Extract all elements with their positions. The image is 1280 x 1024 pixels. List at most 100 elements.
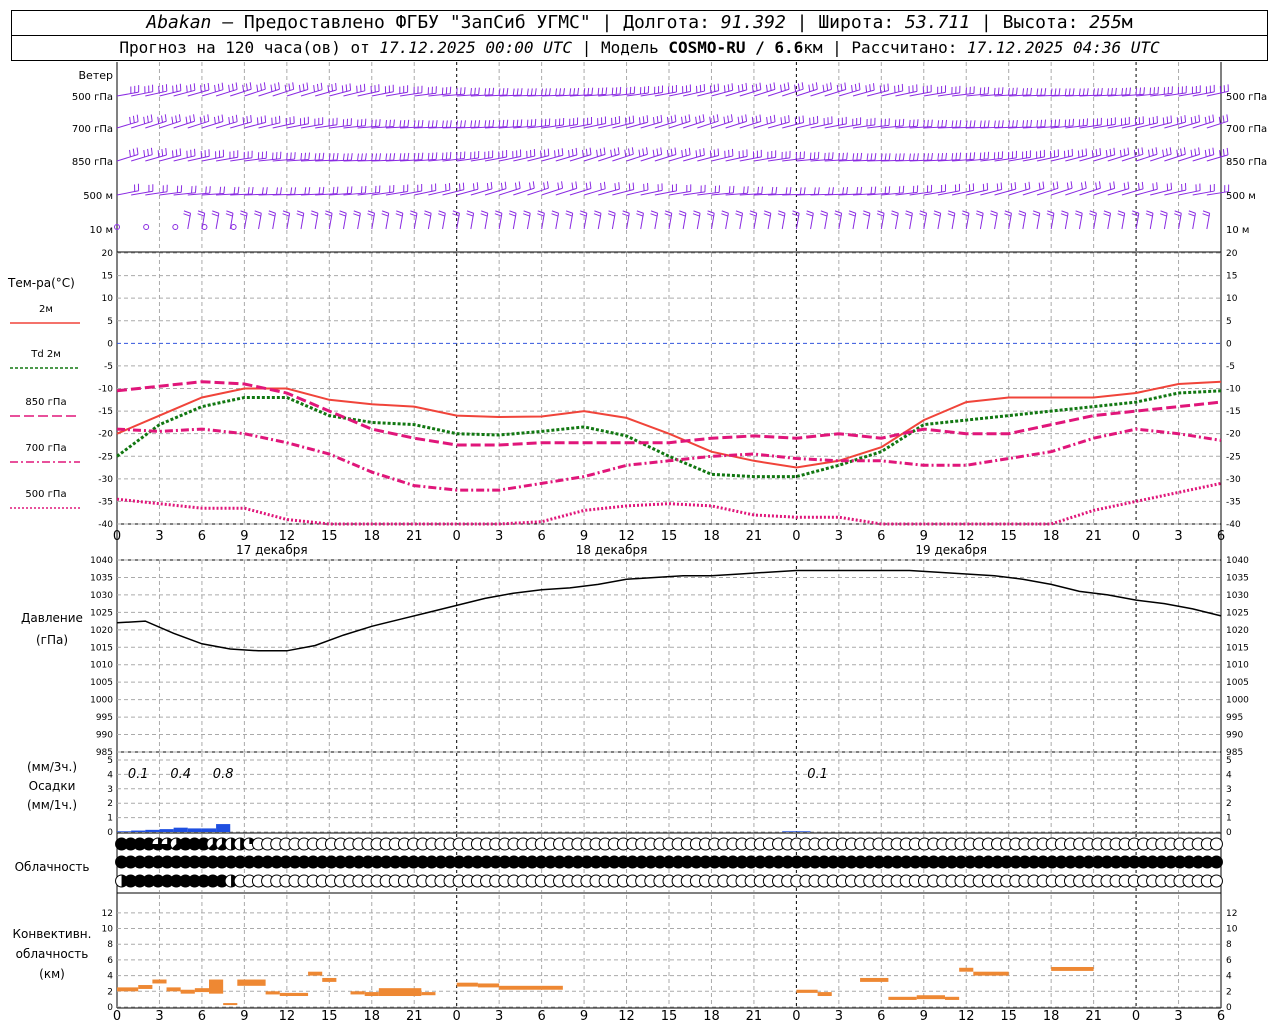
wind-barb-flag — [1135, 87, 1138, 95]
wind-barb-flag — [393, 153, 396, 161]
wind-barb-flag — [888, 186, 891, 194]
cloud-fill — [252, 856, 265, 868]
temp-series-0 — [116, 380, 1222, 469]
wind-barb-flag — [1001, 120, 1004, 128]
cloud-fill — [453, 856, 466, 868]
wind-barb-flag — [866, 153, 869, 161]
wind-barb-flag — [526, 88, 529, 96]
wind-barb-flag — [731, 83, 734, 91]
wind-barb-flag — [1100, 88, 1103, 96]
x-tick-label: 0 — [113, 529, 121, 544]
wind-barb-flag — [787, 82, 790, 90]
wind-barb-flag — [1040, 88, 1043, 96]
cloud-fill — [663, 856, 675, 868]
wind-barb-flag — [250, 115, 252, 123]
wind-barb-flag — [1008, 120, 1010, 128]
wind-barb-flag — [385, 120, 388, 128]
x-tick-label-bottom: 3 — [155, 1009, 163, 1024]
wind-barb-flag — [961, 213, 969, 217]
cloud-fill — [1155, 856, 1168, 868]
cloud-fill — [1073, 856, 1086, 868]
wind-barb-flag — [798, 116, 801, 124]
wind-barb-flag — [1132, 210, 1140, 214]
cloud-fill — [142, 856, 155, 868]
wind-barb-flag — [294, 152, 296, 160]
cloud-fill — [891, 856, 904, 868]
wind-barb-flag — [625, 117, 627, 125]
calm-marker — [143, 224, 150, 230]
wind-barb-flag — [381, 213, 389, 217]
wind-barb-flag — [1109, 148, 1112, 156]
wind-barb-flag — [622, 213, 629, 217]
wind-barb-flag — [741, 83, 744, 92]
wind-barb-flag — [996, 183, 999, 191]
wind-barb-flag — [713, 149, 716, 157]
x-tick-label: 18 — [363, 529, 380, 544]
convective-bar — [322, 977, 337, 982]
wind-barb-flag — [290, 152, 292, 160]
wind-barb-flag — [537, 213, 545, 217]
cloud-fill — [1091, 856, 1104, 868]
wind-barb-flag — [1127, 181, 1130, 189]
wind-barb-flag — [488, 120, 491, 128]
cloud-fill — [361, 856, 374, 868]
date-label: 19 декабря — [915, 543, 987, 557]
cloud-fill — [215, 875, 228, 887]
cloud-fill — [471, 856, 484, 868]
wind-barb-flag — [175, 115, 178, 123]
x-tick-label: 3 — [495, 529, 503, 544]
wind-barb-flag — [203, 115, 206, 123]
temp-tick-left: 20 — [102, 249, 114, 259]
wind-barb-flag — [619, 86, 622, 94]
wind-barb-flag — [784, 116, 786, 124]
wind-barb-flag — [815, 82, 818, 90]
cloud-fill — [1009, 856, 1022, 868]
wind-barb-flag — [873, 83, 875, 91]
wind-barb-flag — [480, 213, 488, 217]
wind-barb-flag — [869, 84, 871, 92]
wind-barb-flag — [150, 114, 153, 122]
wind-barb-flag — [1183, 147, 1186, 155]
wind-barb-flag — [890, 213, 898, 217]
wind-barb-flag — [1176, 149, 1179, 157]
wind-barb-flag — [887, 83, 889, 91]
wind-barb-flag — [976, 210, 984, 214]
wind-barb-flag — [350, 186, 353, 194]
wind-barb-flag — [773, 82, 776, 90]
precip-label: 0.8 — [213, 767, 234, 782]
wind-barb-flag — [328, 153, 331, 161]
wind-barb-flag — [575, 181, 578, 189]
wind-barb-flag — [888, 153, 891, 161]
header-sep: | — [590, 12, 624, 33]
cloud-fill — [270, 856, 283, 868]
convective-bar — [117, 987, 139, 992]
cloud-fill — [863, 856, 876, 868]
wind-barb-flag — [851, 85, 853, 93]
wind-barb-flag — [656, 148, 659, 156]
wind-barb-flag — [860, 152, 863, 160]
latitude-label: Широта: — [818, 12, 906, 33]
wind-barb-flag — [1084, 181, 1087, 189]
convective-bar — [308, 971, 323, 976]
convective-bar — [194, 988, 209, 993]
wind-barb-flag — [1133, 149, 1136, 157]
wind-barb-flag — [474, 87, 476, 95]
cloud-fill — [197, 856, 210, 868]
prec-tick-right: 3 — [1226, 785, 1232, 795]
wind-barb-flag — [916, 119, 919, 127]
wind-barb-flag — [353, 213, 361, 217]
cloud-fill — [781, 856, 794, 868]
wind-barb-flag — [1160, 210, 1168, 214]
altitude-value: 255 — [1089, 12, 1122, 33]
wind-barb-flag — [300, 153, 303, 161]
wind-barb-flag — [274, 83, 277, 91]
x-tick-label-bottom: 15 — [1000, 1009, 1017, 1024]
wind-barb-flag — [516, 119, 519, 127]
wind-barb-flag — [636, 210, 644, 214]
wind-barb-flag — [1141, 181, 1144, 189]
wind-barb-flag — [1212, 114, 1215, 122]
wind-barb-flag — [445, 120, 448, 128]
pres-tick-right: 990 — [1226, 731, 1243, 741]
wind-barb-flag — [413, 153, 416, 161]
wind-barb-flag — [530, 119, 533, 127]
